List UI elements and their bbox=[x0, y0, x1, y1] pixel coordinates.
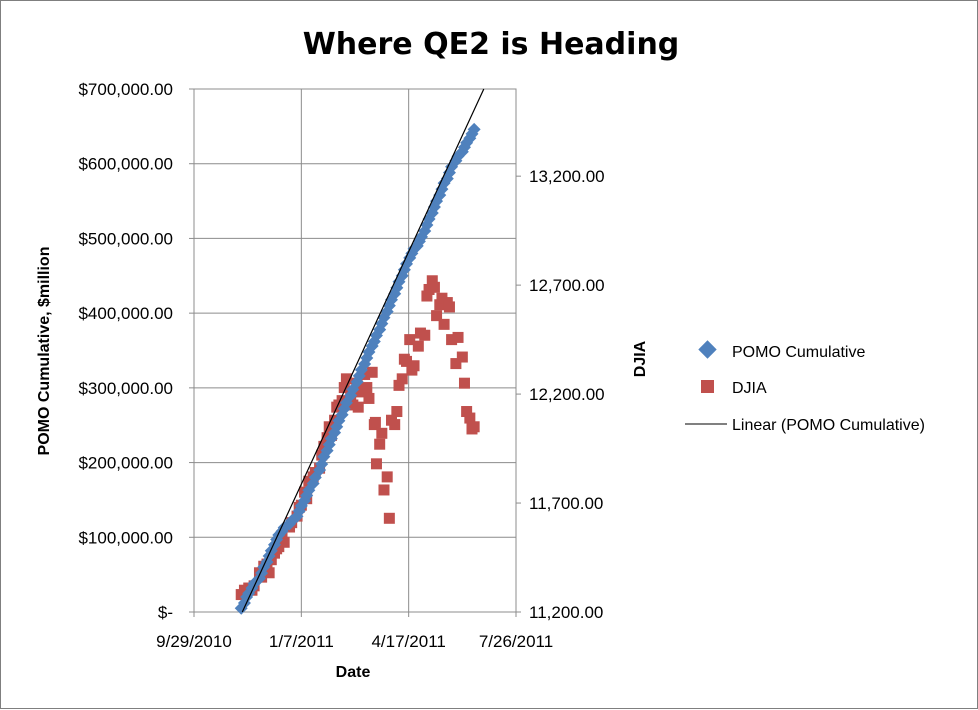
y2-axis-title: DJIA bbox=[632, 340, 649, 377]
x-tick-label: 9/29/2010 bbox=[156, 632, 232, 651]
y-tick-label: $500,000.00 bbox=[78, 229, 173, 248]
djia-point bbox=[393, 379, 405, 391]
y2-tick-label: 12,700.00 bbox=[529, 276, 605, 295]
y-tick-label: $100,000.00 bbox=[78, 528, 173, 547]
djia-point bbox=[378, 484, 390, 496]
djia-point bbox=[370, 458, 382, 470]
djia-point bbox=[354, 386, 366, 398]
djia-point bbox=[340, 373, 352, 385]
djia-point bbox=[359, 368, 371, 380]
djia-point bbox=[366, 366, 378, 378]
gridlines bbox=[194, 88, 516, 612]
y-tick-label: $400,000.00 bbox=[78, 304, 173, 323]
djia-point bbox=[461, 406, 473, 418]
djia-point bbox=[323, 421, 335, 433]
djia-point bbox=[426, 275, 438, 287]
legend: POMO Cumulative DJIA Linear (POMO Cumula… bbox=[685, 340, 925, 434]
djia-point bbox=[383, 512, 395, 524]
djia-point bbox=[404, 334, 416, 346]
djia-point bbox=[443, 301, 455, 313]
legend-pomo-marker bbox=[698, 340, 717, 359]
djia-point bbox=[421, 290, 433, 302]
djia-point bbox=[446, 334, 458, 346]
legend-pomo-label: POMO Cumulative bbox=[732, 344, 865, 361]
pomo-point bbox=[467, 122, 481, 136]
djia-point bbox=[464, 412, 476, 424]
trendline-series bbox=[241, 88, 485, 613]
djia-point bbox=[412, 340, 424, 352]
x-tick-label: 1/7/2011 bbox=[269, 632, 334, 651]
y-tick-label: $200,000.00 bbox=[78, 454, 173, 473]
djia-point bbox=[352, 401, 364, 413]
djia-point bbox=[434, 299, 446, 311]
x-axis-title: Date bbox=[336, 664, 371, 681]
y2-tick-label: 11,700.00 bbox=[529, 494, 603, 513]
djia-point bbox=[363, 392, 375, 404]
djia-point bbox=[369, 416, 381, 428]
djia-point bbox=[468, 421, 480, 433]
djia-point bbox=[408, 360, 420, 372]
djia-point bbox=[391, 406, 403, 418]
y-axis-title: POMO Cumulative, $million bbox=[36, 247, 53, 456]
x-tick-label: 4/17/2011 bbox=[371, 632, 445, 651]
axes bbox=[189, 88, 521, 617]
legend-trend-label: Linear (POMO Cumulative) bbox=[732, 417, 925, 434]
legend-djia-label: DJIA bbox=[732, 380, 767, 397]
chart-title: Where QE2 is Heading bbox=[303, 27, 680, 62]
tick-labels: $- $100,000.00 $200,000.00 $300,000.00 $400,… bbox=[78, 80, 604, 651]
djia-point bbox=[389, 419, 401, 431]
pomo-point bbox=[465, 127, 479, 141]
djia-point bbox=[381, 471, 393, 483]
djia-point bbox=[376, 427, 388, 439]
pomo-trendline bbox=[241, 88, 485, 613]
legend-djia-marker bbox=[701, 380, 714, 393]
y2-tick-label: 11,200.00 bbox=[529, 603, 603, 622]
djia-point bbox=[452, 331, 464, 343]
djia-point bbox=[458, 377, 470, 389]
djia-point bbox=[419, 329, 431, 341]
djia-point bbox=[431, 310, 443, 322]
djia-point bbox=[374, 438, 386, 450]
y-tick-label: $600,000.00 bbox=[78, 155, 173, 174]
pomo-series bbox=[234, 122, 481, 615]
y-tick-label: $700,000.00 bbox=[78, 80, 173, 99]
y2-tick-label: 13,200.00 bbox=[529, 167, 605, 186]
djia-point bbox=[450, 358, 462, 370]
djia-point bbox=[438, 318, 450, 330]
y-tick-label: $- bbox=[158, 603, 173, 622]
djia-point bbox=[278, 536, 290, 548]
plot-area bbox=[193, 88, 517, 613]
djia-point bbox=[338, 382, 350, 394]
djia-point bbox=[361, 382, 373, 394]
djia-point bbox=[401, 355, 413, 367]
djia-point bbox=[263, 567, 275, 579]
x-tick-label: 7/26/2011 bbox=[479, 632, 553, 651]
djia-point bbox=[456, 351, 468, 363]
y-tick-label: $300,000.00 bbox=[78, 379, 173, 398]
djia-point bbox=[318, 440, 330, 452]
djia-point bbox=[396, 373, 408, 385]
y2-tick-label: 12,200.00 bbox=[529, 385, 605, 404]
djia-point bbox=[428, 281, 440, 293]
